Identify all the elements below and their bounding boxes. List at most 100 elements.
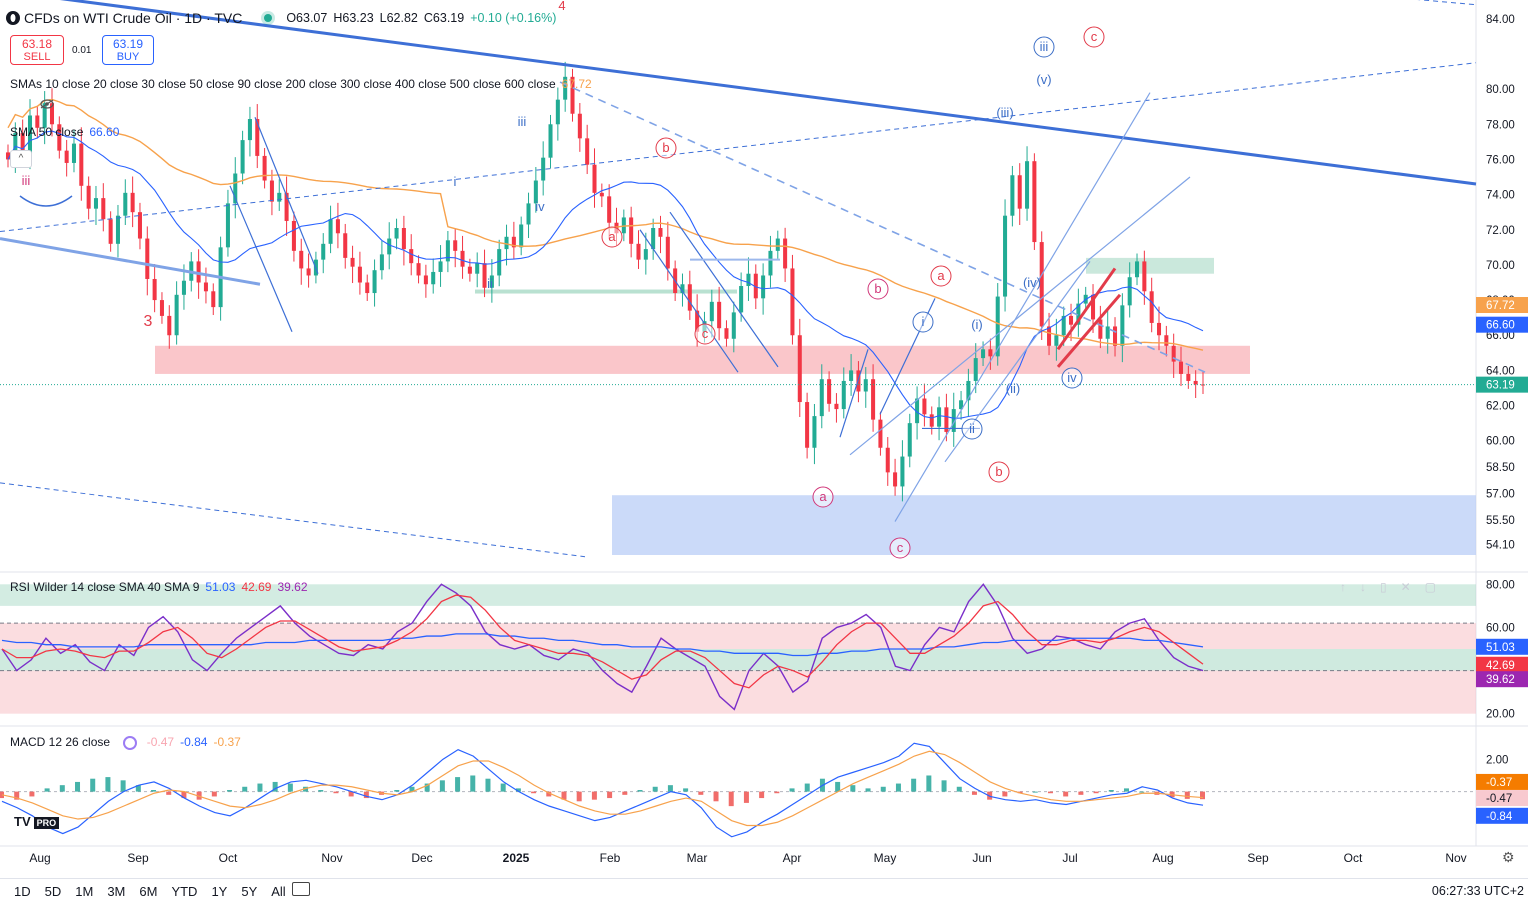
macd-histogram-bar xyxy=(591,791,597,800)
macd-histogram-bar xyxy=(181,791,187,799)
smas-legend[interactable]: SMAs 10 close 20 close 30 close 50 close… xyxy=(10,77,592,91)
wave-label: (v) xyxy=(1036,72,1051,87)
rsi-series-line xyxy=(1,633,1204,657)
pane-controls[interactable]: ↑↓▯✕▢ xyxy=(1340,580,1450,594)
price-tick: 54.10 xyxy=(1486,539,1515,551)
candle-body xyxy=(225,203,230,248)
time-tick: Oct xyxy=(1344,851,1363,865)
timeframe-1y[interactable]: 1Y xyxy=(211,883,228,899)
candle-body xyxy=(937,407,942,427)
candle-body xyxy=(1010,175,1015,216)
candle-body xyxy=(981,349,986,359)
candle-body xyxy=(306,268,311,276)
wave-label: c xyxy=(1091,29,1098,44)
macd-histogram-bar xyxy=(227,790,233,792)
sma50-legend[interactable]: SMA 50 close 66.60 xyxy=(10,125,119,139)
timeframe-3m[interactable]: 3M xyxy=(107,883,126,899)
candle-body xyxy=(365,282,370,294)
clock: 06:27:33 UTC+2 xyxy=(1431,884,1524,898)
timeframe-1m[interactable]: 1M xyxy=(75,883,94,899)
macd-histogram-bar xyxy=(363,791,369,799)
candle-body xyxy=(768,250,773,276)
candle-body xyxy=(416,263,421,276)
symbol-title[interactable]: CFDs on WTI Crude Oil · 1D · TVC xyxy=(24,10,243,26)
candle-body xyxy=(262,155,267,181)
rsi-series-line xyxy=(1,594,1204,689)
macd-histogram-bar xyxy=(318,790,324,792)
candle-body xyxy=(783,238,788,269)
wave-label-circle xyxy=(601,226,623,248)
macd-value-1: -0.47 xyxy=(146,735,175,749)
candle-body xyxy=(592,164,597,193)
wave-label: 3 xyxy=(144,313,153,330)
rsi-legend[interactable]: RSI Wilder 14 close SMA 40 SMA 9 51.03 42.… xyxy=(10,580,308,594)
macd-histogram-bar xyxy=(865,788,871,792)
candle-body xyxy=(181,280,186,295)
timeframe-6m[interactable]: 6M xyxy=(139,883,158,899)
hide-eye-icon[interactable] xyxy=(40,99,54,109)
candle-body xyxy=(335,219,340,234)
wave-label-circle xyxy=(930,265,952,287)
wave-label-circle xyxy=(694,323,716,345)
wave-line xyxy=(839,349,869,438)
macd-histogram-bar xyxy=(850,785,856,792)
compare-range-icon[interactable] xyxy=(292,882,310,896)
candle-body xyxy=(724,328,729,339)
macd-histogram-bar xyxy=(683,788,689,792)
price-tick: 78.00 xyxy=(1486,119,1515,131)
macd-histogram-bar xyxy=(333,791,339,794)
macd-histogram-bar xyxy=(607,791,613,799)
macd-histogram-bar xyxy=(637,790,643,792)
macd-tag-label: -0.47 xyxy=(1486,793,1512,805)
chart-header: CFDs on WTI Crude Oil · 1D · TVC O63.07 … xyxy=(6,6,556,30)
timeframe-ytd[interactable]: YTD xyxy=(171,883,198,899)
candle-body xyxy=(687,284,692,311)
smas-label: SMAs 10 close 20 close 30 close 50 close… xyxy=(10,77,556,91)
sell-button[interactable]: 63.18 SELL xyxy=(10,35,64,65)
macd-histogram-bar xyxy=(14,791,20,800)
candle-body xyxy=(1113,326,1118,346)
pro-badge: PRO xyxy=(33,817,60,829)
settings-gear-icon[interactable]: ⚙ xyxy=(1502,849,1515,865)
price-tick: 76.00 xyxy=(1486,154,1515,166)
candle-body xyxy=(1098,319,1103,339)
candle-body xyxy=(299,250,304,269)
price-tick: 57.00 xyxy=(1486,488,1515,500)
candle-body xyxy=(1142,261,1147,292)
wave-label-circle xyxy=(889,537,911,559)
macd-histogram-bar xyxy=(941,780,947,792)
refresh-icon[interactable] xyxy=(123,735,138,750)
time-tick: Sep xyxy=(1247,851,1269,865)
sell-label: SELL xyxy=(23,51,51,63)
candle-body xyxy=(563,76,568,100)
dashed-trendline xyxy=(559,81,1206,373)
candle-body xyxy=(841,380,846,410)
wave-label-circle xyxy=(1033,36,1055,58)
wave-label: iv xyxy=(535,199,545,214)
candle-body xyxy=(585,138,590,165)
timeframe-all[interactable]: All xyxy=(271,883,286,899)
candle-body xyxy=(1156,322,1162,336)
candle-body xyxy=(643,249,648,260)
macd-histogram-bar xyxy=(485,778,491,792)
timeframe-5d[interactable]: 5D xyxy=(44,883,62,899)
macd-histogram-bar xyxy=(196,791,202,800)
candle-body xyxy=(695,310,700,332)
wave-label: (iv) xyxy=(1023,275,1041,290)
candle-body xyxy=(1164,335,1169,346)
candle-body xyxy=(57,124,62,151)
price-tag xyxy=(1476,376,1528,393)
candle-body xyxy=(915,398,920,424)
timeframe-1d[interactable]: 1D xyxy=(14,883,31,899)
time-tick: Nov xyxy=(1445,851,1466,865)
candle-body xyxy=(1054,335,1059,346)
ohlc-high: H63.23 xyxy=(333,11,374,25)
rsi-label: RSI Wilder 14 close SMA 40 SMA 9 xyxy=(10,580,200,594)
buy-button[interactable]: 63.19 BUY xyxy=(102,35,154,65)
macd-legend[interactable]: MACD 12 26 close -0.47 -0.84 -0.37 xyxy=(10,735,241,750)
collapse-legend-icon[interactable]: ^ xyxy=(10,150,32,168)
time-tick: Aug xyxy=(29,851,50,865)
timeframe-5y[interactable]: 5Y xyxy=(241,883,258,899)
macd-histogram-bar xyxy=(1184,791,1190,799)
